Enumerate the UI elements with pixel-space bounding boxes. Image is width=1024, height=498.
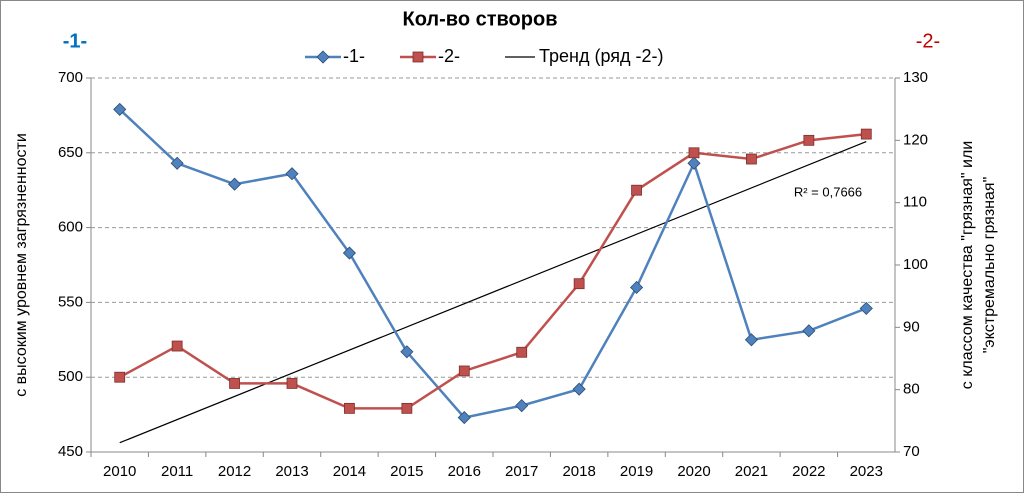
right-label: -2-: [916, 30, 940, 52]
legend-label: -2-: [438, 46, 460, 66]
x-tick-label: 2021: [735, 463, 768, 480]
x-tick-label: 2012: [218, 463, 251, 480]
marker: [631, 184, 642, 196]
marker: [630, 280, 644, 295]
marker: [572, 382, 586, 396]
marker: [859, 301, 873, 315]
marker: [860, 128, 872, 140]
y2-tick-label: 100: [903, 256, 928, 273]
x-tick-label: 2014: [333, 463, 366, 480]
x-tick-label: 2019: [620, 463, 653, 480]
x-tick-label: 2015: [390, 463, 423, 480]
series-line: [118, 108, 867, 419]
x-tick-label: 2020: [677, 463, 710, 480]
y2-tick-label: 80: [903, 381, 920, 398]
left-label: -1-: [63, 30, 87, 52]
marker: [515, 399, 529, 413]
y-tick-label: 700: [58, 69, 83, 86]
x-tick-label: 2022: [792, 463, 825, 480]
chart-title: Кол-во створов: [403, 8, 558, 30]
marker: [400, 345, 414, 359]
marker: [113, 102, 127, 116]
marker: [114, 371, 126, 383]
marker: [316, 50, 330, 64]
marker: [342, 246, 356, 260]
x-tick-label: 2013: [275, 463, 308, 480]
x-tick-label: 2018: [562, 463, 595, 480]
y2-tick-label: 90: [903, 318, 920, 335]
legend-label: Тренд (ряд -2-): [539, 46, 664, 66]
marker: [401, 402, 413, 414]
series-line: [119, 132, 867, 410]
y-tick-label: 600: [58, 219, 83, 236]
marker: [687, 156, 701, 170]
y2-axis-title: "экстремально грязная": [981, 177, 998, 354]
marker: [171, 340, 183, 352]
x-tick-label: 2017: [505, 463, 538, 480]
marker: [228, 177, 242, 191]
y2-tick-label: 70: [903, 443, 920, 460]
legend-label: -1-: [343, 46, 365, 66]
marker: [746, 153, 757, 165]
marker: [688, 147, 700, 159]
y-tick-label: 550: [58, 293, 83, 310]
y-tick-label: 650: [58, 144, 83, 161]
y2-tick-label: 110: [903, 194, 927, 211]
x-tick-label: 2016: [448, 463, 481, 480]
marker: [803, 134, 815, 146]
trend-line: [119, 141, 867, 444]
marker: [170, 156, 184, 170]
y2-axis-title: с классом качества "грязная" или: [959, 141, 976, 389]
y-tick-label: 500: [58, 368, 83, 385]
y-tick-label: 450: [58, 443, 83, 460]
y2-tick-label: 120: [903, 131, 928, 148]
y-axis-title: с высоким уровнем загрязненности: [13, 133, 30, 397]
marker: [285, 167, 299, 181]
marker: [744, 333, 758, 347]
marker: [412, 51, 424, 63]
marker: [229, 378, 240, 389]
x-tick-label: 2023: [850, 463, 883, 480]
x-tick-label: 2010: [103, 463, 136, 480]
marker: [802, 324, 816, 338]
marker: [516, 346, 528, 358]
x-tick-label: 2011: [161, 463, 193, 480]
marker: [573, 278, 585, 290]
marker: [344, 402, 355, 414]
marker: [458, 365, 470, 377]
r2-label: R² = 0,7666: [794, 184, 862, 199]
marker: [286, 378, 298, 389]
marker: [457, 411, 471, 425]
y2-tick-label: 130: [903, 69, 928, 86]
